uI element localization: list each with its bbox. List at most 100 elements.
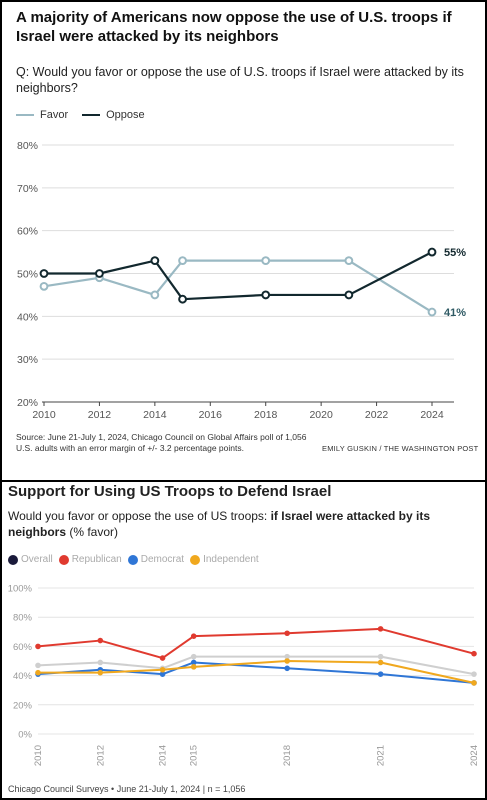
- y-tick-label: 80%: [13, 613, 33, 624]
- legend-label-democrat: Democrat: [140, 554, 185, 565]
- y-tick-label: 100%: [8, 584, 33, 595]
- legend-item-independent[interactable]: Independent: [190, 554, 259, 565]
- legend: Favor Oppose: [16, 109, 159, 121]
- legend-swatch-oppose: [82, 114, 101, 116]
- legend-item-republican[interactable]: Republican: [58, 554, 122, 565]
- x-tick-label: 2018: [254, 409, 278, 421]
- data-point-republican: [35, 643, 41, 650]
- y-tick-label: 40%: [13, 671, 33, 682]
- party-support-line-chart: 0% 20% 40% 60% 80% 100% 2010 2012 2014 2015 2018 20…: [8, 584, 480, 767]
- data-point-oppose: [261, 290, 271, 300]
- data-point-oppose: [427, 247, 437, 257]
- legend-dot-democrat: [127, 554, 138, 565]
- legend-label-republican: Republican: [71, 554, 122, 565]
- data-point-favor: [150, 290, 160, 300]
- y-tick-label: 60%: [13, 642, 33, 653]
- x-tick-label: 2014: [158, 745, 169, 766]
- data-point-oppose: [344, 290, 354, 300]
- source-note: Source: June 21-July 1, 2024, Chicago Co…: [16, 432, 307, 453]
- legend-label-oppose: Oppose: [106, 109, 145, 121]
- data-point-overall: [35, 662, 41, 669]
- data-point-oppose: [95, 269, 104, 278]
- data-point-independent: [35, 669, 41, 676]
- question-suffix: (% favor): [66, 525, 119, 539]
- y-tick-label: 40%: [17, 311, 38, 323]
- data-point-overall: [471, 671, 477, 677]
- y-tick-label: 20%: [17, 397, 38, 409]
- x-tick-label: 2012: [95, 745, 106, 766]
- data-point-republican: [97, 637, 104, 644]
- data-point-independent: [284, 658, 290, 664]
- question-bold: if Israel were attacked by its neighbors: [8, 509, 431, 539]
- data-point-independent: [190, 664, 197, 670]
- data-point-independent: [159, 666, 166, 673]
- x-tick-label: 2018: [282, 745, 293, 766]
- data-point-republican: [159, 655, 166, 661]
- data-point-oppose: [150, 256, 160, 266]
- y-tick-label: 20%: [13, 700, 33, 711]
- legend-label-independent: Independent: [203, 554, 259, 565]
- question-plain: Would you favor or oppose the use of US …: [8, 509, 271, 523]
- x-tick-label: 2014: [143, 409, 167, 421]
- credit: EMILY GUSKIN / THE WASHINGTON POST: [322, 444, 479, 453]
- washington-post-chart-panel: A majority of Americans now oppose the u…: [2, 2, 485, 480]
- legend-item-democrat[interactable]: Democrat: [127, 554, 185, 565]
- x-tick-label: 2010: [33, 745, 44, 766]
- legend-item-oppose: Oppose: [82, 109, 145, 121]
- data-point-republican: [471, 650, 477, 657]
- data-point-independent: [471, 680, 477, 686]
- x-tick-label: 2015: [189, 745, 200, 766]
- data-point-independent: [377, 659, 384, 666]
- y-tick-label: 30%: [17, 354, 38, 366]
- x-tick-label: 2016: [199, 409, 223, 421]
- legend-dot-overall: [8, 554, 18, 565]
- legend-item-overall[interactable]: Overall: [8, 554, 53, 565]
- legend-swatch-favor: [16, 114, 34, 116]
- favor-oppose-line-chart: 20% 30% 40% 50% 60% 70% 80% 2010 2012 2014 2016 201…: [17, 140, 466, 421]
- x-tick-label: 2024: [420, 409, 444, 421]
- data-point-republican: [190, 633, 197, 639]
- data-point-overall: [377, 653, 384, 660]
- end-label-favor: 41%: [444, 307, 466, 319]
- series-line-republican: [37, 627, 475, 660]
- data-point-democrat: [377, 671, 384, 677]
- data-point-favor: [427, 307, 437, 317]
- data-point-oppose: [178, 294, 187, 304]
- data-point-democrat: [284, 665, 290, 672]
- legend-dot-independent: [190, 554, 201, 565]
- legend-label-favor: Favor: [40, 109, 69, 121]
- legend-dot-republican: [58, 554, 69, 565]
- data-point-republican: [377, 626, 384, 632]
- x-tick-label: 2024: [469, 745, 480, 766]
- chart-title-2: Support for Using US Troops to Defend Is…: [8, 483, 332, 500]
- x-tick-label: 2020: [309, 409, 333, 421]
- survey-question: Q: Would you favor or oppose the use of …: [16, 65, 464, 95]
- data-point-favor: [39, 281, 49, 291]
- chicago-council-chart-panel: Support for Using US Troops to Defend Is…: [2, 482, 485, 798]
- end-label-oppose: 55%: [444, 247, 466, 259]
- data-point-democrat: [159, 671, 166, 677]
- data-point-favor: [178, 256, 187, 266]
- x-tick-label: 2022: [365, 409, 389, 421]
- x-tick-label: 2012: [88, 409, 112, 421]
- y-tick-label: 80%: [17, 140, 38, 152]
- data-point-republican: [284, 630, 290, 637]
- y-tick-label: 50%: [17, 269, 38, 281]
- legend-item-favor: Favor: [16, 109, 68, 121]
- data-point-overall: [97, 659, 104, 666]
- data-point-independent: [97, 669, 104, 676]
- y-tick-label: 60%: [17, 226, 38, 238]
- series-line-favor: [43, 259, 433, 313]
- series-line-independent: [38, 660, 475, 684]
- data-point-favor: [261, 256, 271, 266]
- data-point-favor: [344, 256, 354, 266]
- data-point-overall: [190, 653, 197, 660]
- data-point-overall: [284, 653, 290, 660]
- legend-2: Overall Republican Democrat Independent: [8, 554, 265, 565]
- data-point-oppose: [39, 269, 49, 278]
- legend-label-overall: Overall: [21, 554, 53, 565]
- source-note-2: Chicago Council Surveys • June 21-July 1…: [8, 784, 246, 794]
- chart-title: A majority of Americans now oppose the u…: [16, 9, 452, 45]
- x-tick-label: 2010: [32, 409, 56, 421]
- y-tick-label: 0%: [18, 730, 32, 741]
